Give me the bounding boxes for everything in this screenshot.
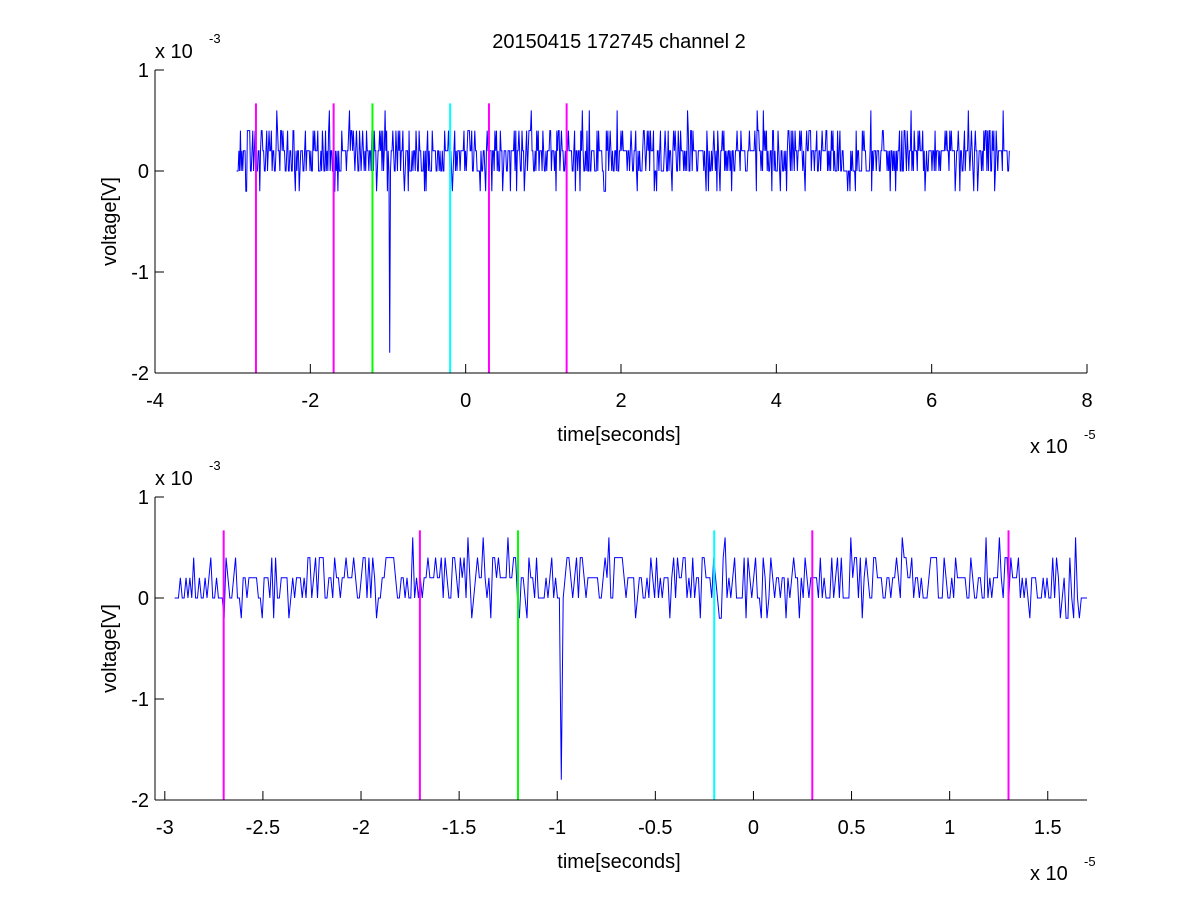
x-tick-label: -1.5 bbox=[442, 817, 476, 839]
x-tick-label: 6 bbox=[926, 390, 937, 412]
x-tick-label: 8 bbox=[1081, 390, 1092, 412]
x-exponent-power: -5 bbox=[1084, 854, 1096, 869]
y-exponent-label: x 10 bbox=[155, 468, 193, 490]
y-tick-label: -2 bbox=[131, 790, 149, 812]
x-axis-title: time[seconds] bbox=[557, 851, 680, 873]
y-exponent-label: x 10 bbox=[155, 41, 193, 63]
x-tick-label: -1 bbox=[548, 817, 566, 839]
y-axis-title: voltage[V] bbox=[99, 177, 121, 266]
x-tick-label: 0.5 bbox=[838, 817, 866, 839]
x-tick-label: 0 bbox=[460, 390, 471, 412]
subplot-1: -4 -2 0 2 4 6 8 -2 -1 0 1 time[seconds] voltage[V] x … bbox=[99, 31, 1096, 458]
y-tick-label: 1 bbox=[138, 487, 149, 509]
y-tick-label: 0 bbox=[138, 161, 149, 183]
x-exponent-label: x 10 bbox=[1030, 436, 1068, 458]
x-tick-label: -4 bbox=[146, 390, 164, 412]
y-tick-label: -2 bbox=[131, 363, 149, 385]
x-tick-label: 1.5 bbox=[1034, 817, 1062, 839]
y-tick-label: -1 bbox=[131, 689, 149, 711]
x-tick-label: -2 bbox=[352, 817, 370, 839]
x-tick-label: -2.5 bbox=[246, 817, 280, 839]
y-exponent-power: -3 bbox=[209, 458, 221, 473]
x-exponent-power: -5 bbox=[1084, 427, 1096, 442]
signal-trace bbox=[236, 110, 1010, 353]
y-tick-label: -1 bbox=[131, 262, 149, 284]
figure-title: 20150415 172745 channel 2 bbox=[492, 31, 746, 53]
x-tick-label: 2 bbox=[615, 390, 626, 412]
x-tick-label: -3 bbox=[156, 817, 174, 839]
x-tick-label: 0 bbox=[748, 817, 759, 839]
subplot-2: -3 -2.5 -2 -1.5 -1 -0.5 0 0.5 1 1.5 -2 -1 0 1 time[sec… bbox=[99, 458, 1096, 885]
y-tick-label: 0 bbox=[138, 588, 149, 610]
subplots: -4 -2 0 2 4 6 8 -2 -1 0 1 time[seconds] voltage[V] x … bbox=[99, 31, 1096, 885]
x-axis-title: time[seconds] bbox=[557, 424, 680, 446]
x-tick-label: 4 bbox=[771, 390, 782, 412]
x-tick-label: -0.5 bbox=[638, 817, 672, 839]
x-exponent-label: x 10 bbox=[1030, 863, 1068, 885]
x-tick-label: -2 bbox=[301, 390, 319, 412]
y-tick-label: 1 bbox=[138, 60, 149, 82]
x-tick-label: 1 bbox=[944, 817, 955, 839]
y-exponent-power: -3 bbox=[209, 31, 221, 46]
signal-trace bbox=[174, 537, 1087, 780]
y-axis-title: voltage[V] bbox=[99, 604, 121, 693]
